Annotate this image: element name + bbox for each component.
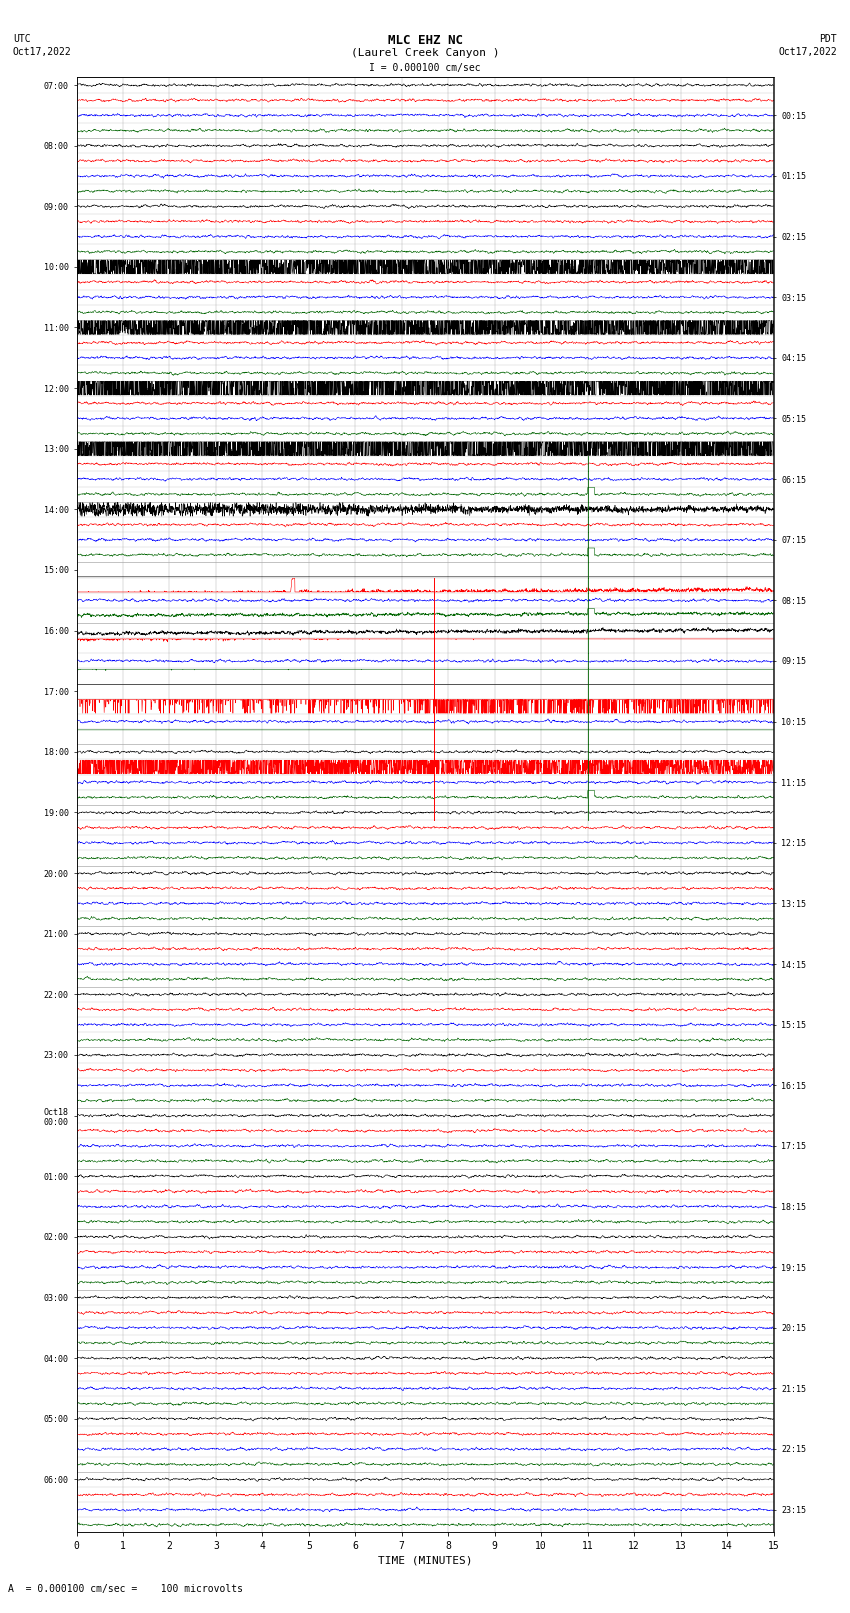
Text: PDT: PDT <box>819 34 837 44</box>
X-axis label: TIME (MINUTES): TIME (MINUTES) <box>377 1555 473 1566</box>
Text: (Laurel Creek Canyon ): (Laurel Creek Canyon ) <box>351 48 499 58</box>
Text: Oct17,2022: Oct17,2022 <box>779 47 837 56</box>
Text: A  = 0.000100 cm/sec =    100 microvolts: A = 0.000100 cm/sec = 100 microvolts <box>8 1584 243 1594</box>
Text: MLC EHZ NC: MLC EHZ NC <box>388 34 462 47</box>
Text: UTC: UTC <box>13 34 31 44</box>
Text: Oct17,2022: Oct17,2022 <box>13 47 71 56</box>
Text: I = 0.000100 cm/sec: I = 0.000100 cm/sec <box>369 63 481 73</box>
